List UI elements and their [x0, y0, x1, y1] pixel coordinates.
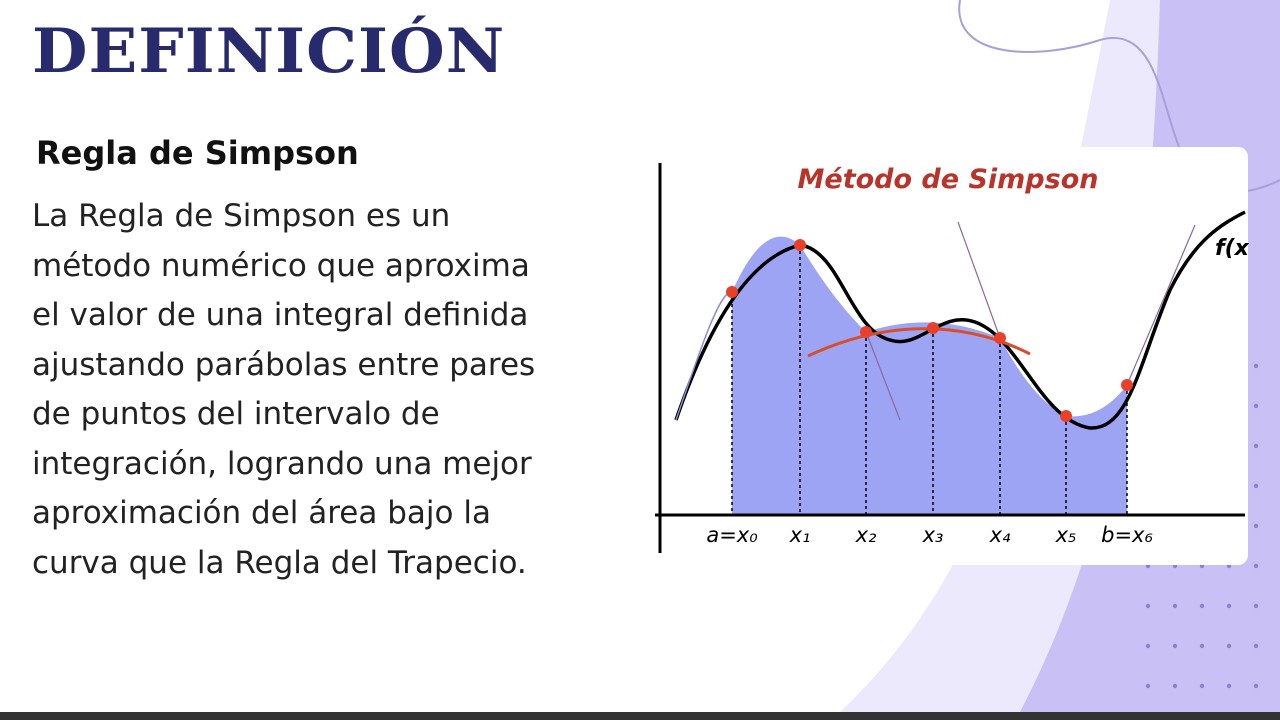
dot: [1145, 643, 1151, 649]
figure-title: Método de Simpson: [798, 164, 1099, 195]
dot: [1226, 683, 1232, 689]
dot: [1145, 683, 1151, 689]
dot: [1199, 603, 1205, 609]
node-point: [1121, 379, 1133, 391]
dot: [1172, 683, 1178, 689]
bottom-bar: [0, 712, 1280, 720]
node-point: [927, 322, 939, 334]
x-label: x₁: [789, 523, 811, 547]
node-point: [726, 286, 738, 298]
tangent: [865, 221, 1196, 421]
body-line: ajustando parábolas entre pares: [32, 346, 536, 383]
dot: [1253, 683, 1259, 689]
dot: [1253, 563, 1259, 569]
dot: [1199, 643, 1205, 649]
page-title: DEFINICIÓN: [32, 15, 506, 88]
node-point: [794, 239, 806, 251]
x-label: x₂: [855, 523, 877, 547]
area: [732, 236, 1127, 515]
dot: [1253, 603, 1259, 609]
x-label: a=x₀: [706, 523, 758, 547]
curve-label: f(x: [1215, 236, 1250, 261]
section-heading: Regla de Simpson: [36, 134, 359, 172]
dot: [1199, 683, 1205, 689]
dot: [1253, 523, 1259, 529]
x-label: x₃: [922, 523, 944, 547]
dot: [1172, 643, 1178, 649]
dot: [1226, 643, 1232, 649]
dot: [1253, 643, 1259, 649]
x-label: x₄: [989, 523, 1011, 547]
dot: [1253, 363, 1259, 369]
body-line: método numérico que aproxima: [32, 247, 530, 284]
dot: [1253, 483, 1259, 489]
dot: [1253, 443, 1259, 449]
dot: [1226, 603, 1232, 609]
body-line: curva que la Regla del Trapecio.: [32, 544, 527, 581]
body-line: integración, logrando una mejor: [32, 445, 532, 482]
body-line: el valor de una integral definida: [32, 297, 529, 333]
x-label: b=x₆: [1101, 523, 1153, 547]
body-line: aproximación del área bajo la: [32, 495, 491, 531]
dot: [1145, 603, 1151, 609]
x-label: x₅: [1055, 523, 1077, 547]
f-curve: [674, 210, 1246, 430]
node-point: [994, 332, 1006, 344]
body-line: La Regla de Simpson es un: [32, 198, 451, 234]
node-point: [860, 326, 872, 338]
body-text: La Regla de Simpson es un método numérico…: [32, 192, 535, 588]
dot: [1253, 403, 1259, 409]
dot: [1172, 603, 1178, 609]
node-point: [1060, 410, 1072, 422]
body-line: de puntos del intervalo de: [32, 396, 440, 432]
